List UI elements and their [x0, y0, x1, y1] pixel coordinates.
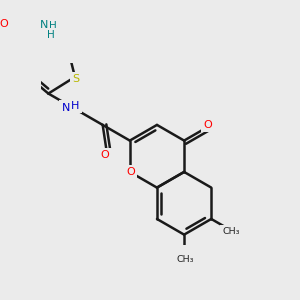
Text: H: H	[49, 21, 56, 32]
Text: O: O	[126, 167, 135, 177]
Text: CH₃: CH₃	[176, 255, 194, 264]
Text: O: O	[203, 120, 212, 130]
Text: H: H	[47, 30, 55, 40]
Text: O: O	[0, 19, 8, 29]
Text: N: N	[61, 103, 70, 112]
Text: H: H	[71, 101, 80, 111]
Text: N: N	[40, 20, 48, 30]
Text: CH₃: CH₃	[222, 227, 240, 236]
Text: O: O	[101, 150, 110, 161]
Text: S: S	[72, 74, 79, 84]
